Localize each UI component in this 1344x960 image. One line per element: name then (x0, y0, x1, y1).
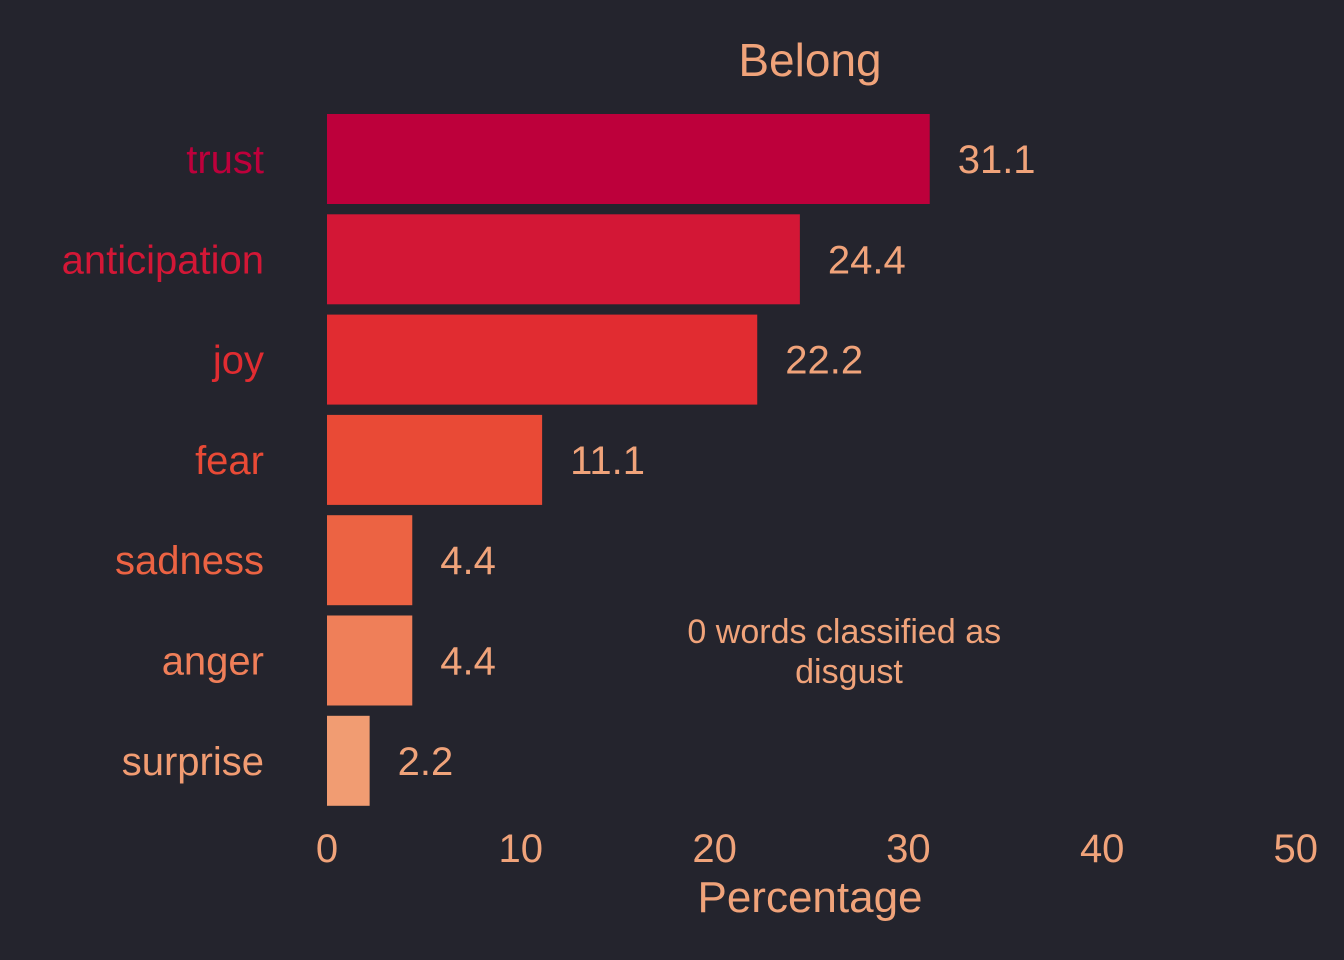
x-axis-ticks: 0 10 20 30 40 50 (316, 827, 1318, 871)
bar-fear (327, 414, 543, 505)
value-label-sadness: 4.4 (440, 539, 496, 583)
annotation-note: 0 words classified as disgust (687, 613, 1010, 691)
annotation-line: 0 words classified as (687, 613, 1001, 651)
value-label-anger: 4.4 (440, 640, 496, 684)
annotation-line: disgust (795, 653, 903, 691)
bar-joy (327, 314, 758, 405)
category-label-anger: anger (162, 640, 264, 684)
bar-anger (327, 615, 413, 706)
category-label-sadness: sadness (115, 539, 264, 583)
category-label-surprise: surprise (122, 740, 264, 784)
x-tick-label: 0 (316, 827, 338, 871)
value-label-trust: 31.1 (958, 138, 1036, 182)
value-label-surprise: 2.2 (398, 740, 454, 784)
category-label-joy: joy (212, 339, 264, 383)
value-label-anticipation: 24.4 (828, 238, 906, 282)
x-tick-label: 20 (692, 827, 737, 871)
bar-sadness (327, 515, 413, 606)
x-tick-label: 30 (886, 827, 931, 871)
value-label-fear: 11.1 (570, 439, 645, 483)
value-labels: 31.1 24.4 22.2 11.1 4.4 4.4 2.2 (398, 138, 1036, 784)
chart-title: Belong (738, 34, 881, 86)
x-axis-title: Percentage (697, 873, 922, 922)
x-tick-label: 40 (1080, 827, 1125, 871)
category-labels: trust anticipation joy fear sadness anger surp… (62, 138, 264, 784)
bars-group (327, 114, 930, 806)
category-label-trust: trust (186, 138, 264, 182)
x-tick-label: 10 (499, 827, 544, 871)
bar-trust (327, 114, 930, 204)
x-tick-label: 50 (1274, 827, 1319, 871)
category-label-anticipation: anticipation (62, 238, 264, 282)
bar-anticipation (327, 214, 800, 305)
bar-surprise (327, 715, 370, 806)
category-label-fear: fear (195, 439, 264, 483)
value-label-joy: 22.2 (785, 339, 863, 383)
